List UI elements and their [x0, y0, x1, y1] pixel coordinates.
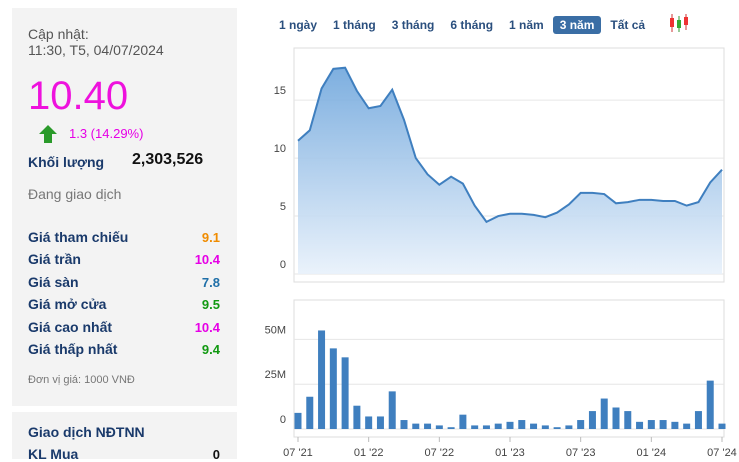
x-tick-label: 07 '22 [425, 447, 455, 459]
volume-bar [424, 423, 432, 429]
range-button[interactable]: 1 năm [509, 18, 544, 32]
y-tick-label: 15 [274, 85, 286, 97]
y-tick-label: 50M [265, 324, 286, 336]
price: 10.40 [28, 74, 129, 118]
range-button[interactable]: Tất cả [610, 18, 646, 32]
volume-bar [636, 421, 644, 429]
row-value: 9.4 [201, 342, 220, 357]
range-buttons: 1 ngày 1 tháng 3 tháng 6 tháng 1 năm 3 năm Tất… [272, 16, 654, 34]
y-tick-label: 0 [280, 414, 286, 426]
candle-icon[interactable] [668, 12, 692, 34]
volume-bar [718, 423, 726, 429]
range-button[interactable]: 3 tháng [391, 18, 435, 32]
volume-bar [471, 425, 479, 429]
info-panel: Cập nhật: 11:30, T5, 04/07/2024 10.40 1.… [12, 8, 237, 462]
volume-bar [553, 427, 561, 429]
volume-bar [376, 416, 384, 429]
volume-bar [447, 427, 455, 429]
plot-frame [293, 299, 725, 438]
change: 1.3 (14.29%) [69, 126, 144, 141]
volume-bar [565, 425, 573, 429]
y-tick-label: 10 [274, 143, 286, 155]
area-fill [298, 67, 722, 274]
volume-bar [612, 407, 620, 429]
x-tick-label: 01 '23 [495, 447, 525, 459]
volume-bar [659, 420, 667, 429]
row-value: 10.4 [194, 252, 220, 268]
unit-note: Đơn vị giá: 1000 VNĐ [28, 374, 135, 386]
volume-bar [341, 357, 349, 429]
volume-bar [435, 425, 443, 429]
volume-bar [353, 405, 361, 429]
volume-bar [600, 398, 608, 429]
volume-bar [365, 416, 373, 429]
y-tick-label: 5 [280, 201, 286, 213]
volume-bar [318, 330, 326, 429]
row-value: 9.1 [201, 230, 220, 245]
x-tick-label: 01 '24 [637, 447, 667, 459]
status: Đang giao dịch [28, 186, 122, 202]
row-label: Giá thấp nhất [28, 341, 118, 357]
range-button[interactable]: 6 tháng [450, 18, 494, 32]
volume-bar [506, 421, 514, 429]
volume-bar [518, 420, 526, 429]
volume-bar [624, 411, 632, 429]
foreign-title: Giao dịch NĐTNN [28, 424, 145, 440]
price-line [297, 66, 723, 224]
volume-bar [671, 421, 679, 429]
volume-bar [683, 423, 691, 429]
y-tick-label: 0 [280, 259, 286, 271]
row-label: Giá mở cửa [28, 296, 107, 313]
volume-bar [400, 420, 408, 429]
volume-bar [706, 380, 714, 429]
updated-label: Cập nhật: [28, 26, 89, 42]
volume-label: Khối lượng [28, 154, 105, 170]
x-tick-label: 01 '22 [354, 447, 384, 459]
row-label: Giá tham chiếu [28, 229, 129, 245]
volume-bar [541, 425, 549, 429]
volume-bar [329, 348, 337, 429]
row-label: Giá sàn [28, 273, 79, 290]
foreign-value: 0 [212, 447, 220, 462]
volume-bar [459, 414, 467, 429]
x-tick-label: 07 '21 [283, 447, 313, 459]
range-button[interactable]: 1 ngày [279, 18, 318, 32]
row-value: 9.5 [201, 297, 220, 313]
row-label: Giá cao nhất [28, 318, 113, 335]
y-tick-label: 25M [265, 369, 286, 381]
updated-time: 11:30, T5, 04/07/2024 [28, 42, 164, 58]
volume-bar [588, 411, 596, 429]
x-tick-label: 07 '23 [566, 447, 596, 459]
up-arrow [39, 125, 57, 143]
row-value: 7.8 [201, 274, 220, 290]
range-button[interactable]: 1 tháng [333, 18, 376, 32]
foreign-label: KL Mua [28, 446, 79, 462]
volume-bar [694, 411, 702, 429]
range-button[interactable]: 3 năm [552, 16, 602, 34]
row-value: 10.4 [194, 319, 220, 335]
plot-frame [293, 47, 725, 283]
row-label: Giá trần [28, 251, 81, 268]
volume-bar [482, 425, 490, 429]
volume-bar [530, 423, 538, 429]
volume-bar [494, 423, 502, 429]
volume-bar [294, 412, 302, 429]
x-tick-label: 07 '24 [707, 447, 737, 459]
volume-bar [647, 420, 655, 429]
volume-bar [412, 423, 420, 429]
volume-bar [388, 391, 396, 429]
volume: 2,303,526 [132, 151, 204, 168]
volume-bar [306, 396, 314, 429]
volume-bar [577, 420, 585, 429]
